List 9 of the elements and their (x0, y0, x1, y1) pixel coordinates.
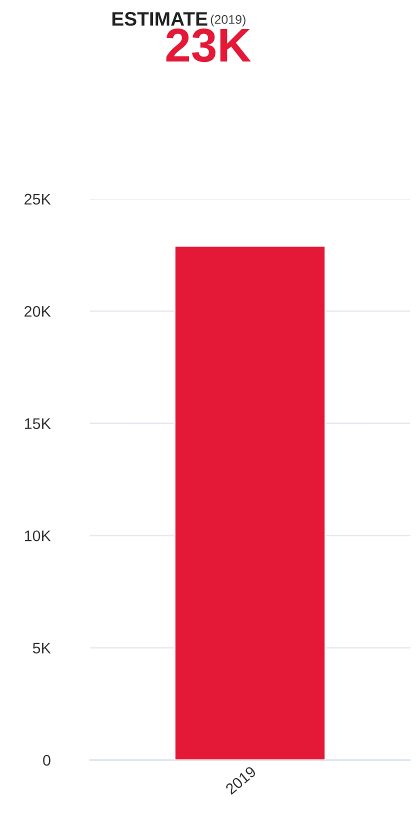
y-tick-label: 25K (24, 194, 51, 205)
chart-title: ESTIMATE (112, 12, 208, 26)
y-tick-label: 20K (24, 306, 51, 317)
y-tick-label: 15K (24, 418, 51, 430)
text: 23K (166, 28, 251, 62)
y-tick-label: 5K (32, 642, 51, 654)
y-tick-label: 10K (24, 530, 51, 542)
y-tick-label: 0 (43, 754, 50, 766)
chart-subtitle: (2019) (210, 14, 246, 26)
